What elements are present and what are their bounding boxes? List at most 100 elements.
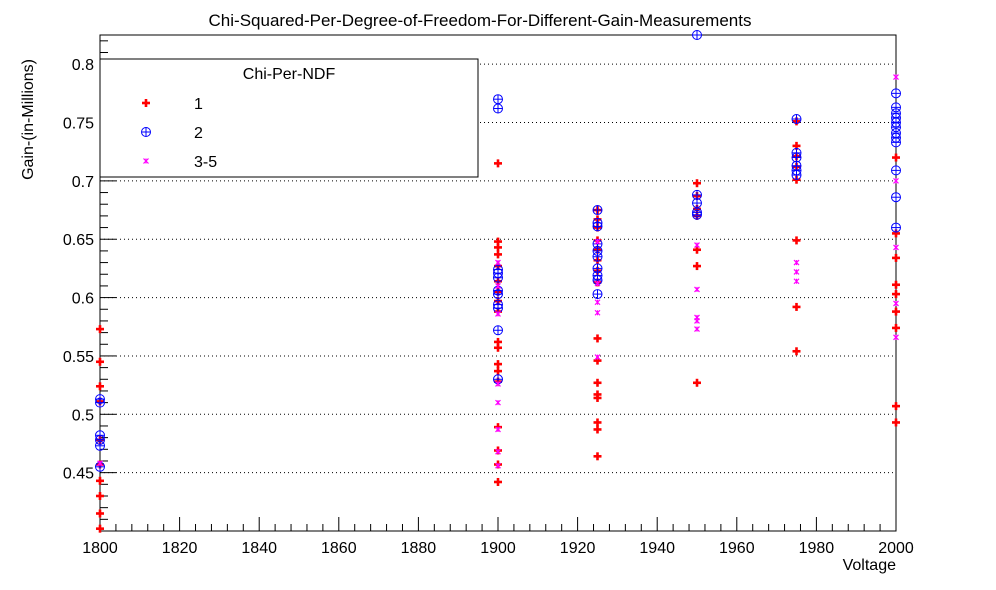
data-point xyxy=(493,325,503,336)
data-point xyxy=(493,272,503,283)
legend-entries: 1 2 3-5 xyxy=(141,96,217,171)
y-axis-label: Gain-(in-Millions) xyxy=(20,59,37,180)
data-point xyxy=(95,397,105,408)
data-point xyxy=(892,323,900,332)
series-1 xyxy=(96,117,900,533)
data-points xyxy=(95,30,901,533)
data-point xyxy=(593,452,602,461)
data-point xyxy=(493,303,503,314)
data-point xyxy=(592,251,603,262)
legend-marker xyxy=(142,99,150,107)
x-tick-label: 2000 xyxy=(878,540,914,557)
data-point xyxy=(494,360,502,369)
x-tick-label: 1820 xyxy=(162,540,198,557)
data-point xyxy=(495,426,501,433)
data-point xyxy=(96,524,104,533)
data-point xyxy=(593,425,602,434)
data-point xyxy=(594,299,601,306)
data-point xyxy=(97,460,103,467)
data-point xyxy=(96,357,104,366)
data-point xyxy=(494,250,502,259)
data-point xyxy=(792,347,801,356)
x-tick-label: 1860 xyxy=(321,540,357,557)
data-point xyxy=(593,378,602,387)
data-point xyxy=(692,30,702,40)
data-point xyxy=(692,198,702,209)
y-tick-label: 0.75 xyxy=(63,116,94,133)
data-point xyxy=(892,418,900,427)
data-point xyxy=(793,278,800,285)
data-point xyxy=(495,448,501,455)
data-point xyxy=(494,343,502,352)
data-point xyxy=(893,334,899,341)
data-point xyxy=(891,222,901,233)
data-point xyxy=(694,242,700,248)
data-point xyxy=(793,268,800,275)
data-point xyxy=(594,238,601,245)
series-3 xyxy=(97,74,899,469)
data-point xyxy=(791,152,802,163)
data-point xyxy=(891,165,901,176)
data-point xyxy=(692,209,702,220)
x-tick-label: 1800 xyxy=(82,540,118,557)
data-point xyxy=(96,476,104,485)
x-axis: 1800 1820 1840 1860 1880 1900 1920 1940 1960 1980… xyxy=(82,517,914,557)
data-point xyxy=(593,393,602,402)
x-tick-label: 1840 xyxy=(241,540,277,557)
data-point xyxy=(893,300,899,307)
data-point xyxy=(792,302,801,311)
data-point xyxy=(593,334,602,343)
data-point xyxy=(892,280,900,289)
data-point xyxy=(96,491,104,500)
y-tick-label: 0.7 xyxy=(72,174,94,191)
data-point xyxy=(892,153,900,162)
x-tick-label: 1980 xyxy=(799,540,835,557)
y-tick-label: 0.55 xyxy=(63,349,94,366)
data-point xyxy=(493,289,503,300)
data-point xyxy=(693,378,701,387)
data-point xyxy=(495,399,501,406)
y-tick-label: 0.6 xyxy=(72,291,94,308)
data-point xyxy=(593,418,602,427)
data-point xyxy=(892,253,900,262)
x-axis-label: Voltage xyxy=(843,557,896,574)
x-tick-label: 1940 xyxy=(639,540,675,557)
data-point xyxy=(791,114,802,125)
y-tick-label: 0.8 xyxy=(72,57,94,74)
data-point xyxy=(495,311,501,317)
data-point xyxy=(494,159,502,168)
data-point xyxy=(592,205,603,216)
data-point xyxy=(791,170,802,181)
data-point xyxy=(493,103,503,114)
data-point xyxy=(893,177,899,184)
data-point xyxy=(892,307,900,316)
data-point xyxy=(793,259,800,266)
data-point xyxy=(96,382,104,391)
legend-label: 2 xyxy=(194,125,203,142)
legend-label: 1 xyxy=(194,96,203,113)
data-point xyxy=(891,88,901,99)
data-point xyxy=(693,179,701,188)
data-point xyxy=(792,236,801,245)
data-point xyxy=(892,402,900,411)
data-point xyxy=(495,462,501,469)
data-point xyxy=(692,189,702,200)
data-point xyxy=(96,509,104,518)
data-point xyxy=(495,259,501,266)
data-point xyxy=(694,286,700,293)
data-point xyxy=(494,367,502,376)
data-point xyxy=(95,440,105,451)
data-point xyxy=(495,381,501,387)
series-2 xyxy=(95,30,901,472)
data-point xyxy=(494,243,502,252)
data-point xyxy=(891,192,901,203)
data-point xyxy=(893,244,899,251)
data-point xyxy=(592,221,603,232)
legend: Chi-Per-NDF 1 2 3-5 xyxy=(99,58,479,178)
data-point xyxy=(96,325,104,334)
data-point xyxy=(693,262,701,271)
data-point xyxy=(694,326,700,333)
x-tick-label: 1900 xyxy=(480,540,516,557)
data-point xyxy=(893,74,899,80)
